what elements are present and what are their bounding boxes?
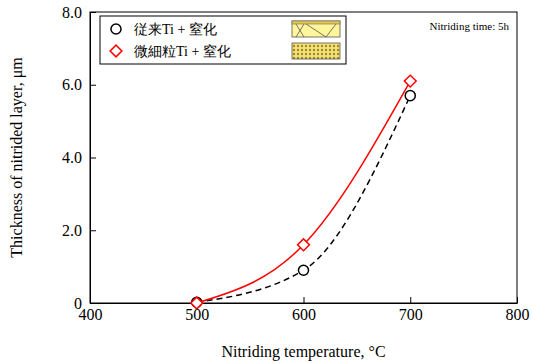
legend-marker (110, 45, 122, 57)
y-tick-label: 6.0 (62, 76, 82, 93)
x-axis: 400500600700800 (79, 297, 530, 323)
y-axis-title: Thickness of nitrided layer, μm (8, 57, 26, 258)
data-point (405, 91, 415, 101)
y-tick-mark (90, 158, 96, 159)
x-tick-label: 600 (292, 306, 316, 323)
plot-area (191, 75, 416, 309)
series-line (197, 96, 411, 303)
y-tick-label: 8.0 (62, 4, 82, 21)
annotation: Nitriding time: 5h (430, 20, 510, 32)
y-tick: 4.0 (62, 149, 96, 166)
legend-box (100, 16, 346, 64)
x-tick-label: 400 (79, 306, 103, 323)
x-tick-mark (304, 297, 305, 303)
y-tick-mark (90, 303, 96, 304)
y-tick-mark (90, 230, 96, 231)
y-tick-mark (90, 85, 96, 86)
y-tick: 8.0 (62, 4, 96, 21)
legend-marker (111, 24, 121, 34)
x-tick: 600 (292, 297, 316, 323)
x-axis-line (91, 303, 518, 304)
y-tick-label: 4.0 (62, 149, 82, 166)
x-tick-mark (410, 297, 411, 303)
legend-label: 従来Ti + 窒化 (134, 22, 217, 37)
y-tick-mark (90, 12, 96, 13)
y-tick: 2.0 (62, 222, 96, 239)
x-tick-mark (517, 297, 518, 303)
x-axis-title: Nitriding temperature, °C (221, 343, 385, 361)
legend-icon (292, 21, 340, 37)
y-axis: 0 2.0 4.0 6.0 8.0 (62, 4, 96, 312)
x-tick-label: 800 (506, 306, 530, 323)
y-tick-label: 0 (74, 295, 82, 312)
series-line (197, 81, 411, 303)
legend-icon (292, 43, 340, 59)
y-tick-label: 2.0 (62, 222, 82, 239)
x-tick: 800 (506, 297, 530, 323)
data-point (298, 239, 310, 251)
data-point (191, 297, 203, 309)
plot-frame (90, 12, 517, 303)
data-point (404, 75, 416, 87)
legend: 従来Ti + 窒化微細粒Ti + 窒化 (100, 16, 346, 64)
data-point (298, 265, 308, 275)
x-tick: 700 (399, 297, 423, 323)
legend-label: 微細粒Ti + 窒化 (134, 44, 231, 59)
y-tick: 0 (74, 295, 96, 312)
y-tick: 6.0 (62, 76, 96, 93)
x-tick-label: 700 (399, 306, 423, 323)
